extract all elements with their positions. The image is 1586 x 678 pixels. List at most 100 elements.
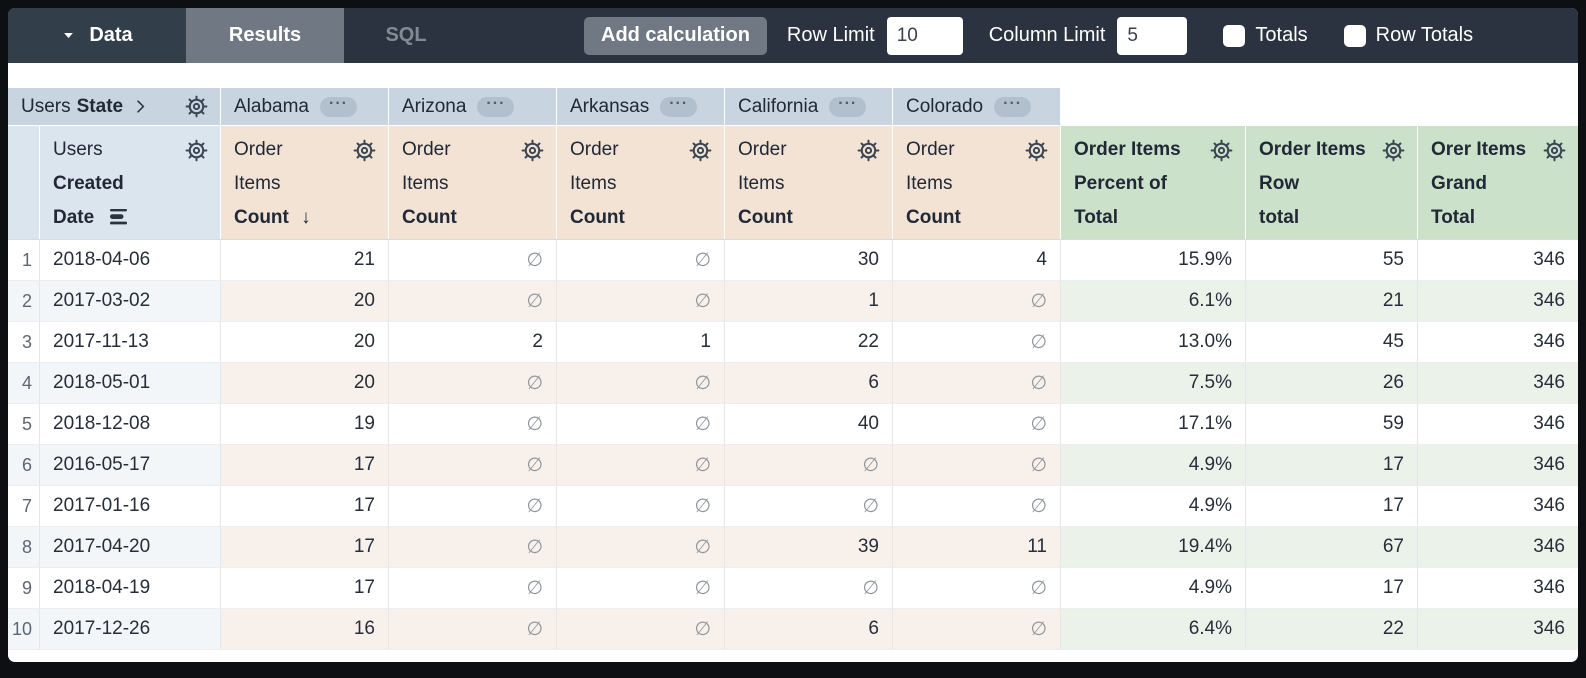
order-items-count-header-colorado[interactable]: Order Items Count xyxy=(893,126,1061,239)
grand-total-cell[interactable]: 346 xyxy=(1418,527,1578,567)
tab-results[interactable]: Results xyxy=(186,8,344,63)
date-cell[interactable]: 2017-04-20 xyxy=(40,527,221,567)
measure-cell[interactable]: 6 xyxy=(725,363,893,403)
row-total-cell[interactable]: 17 xyxy=(1246,445,1418,485)
percent-cell[interactable]: 6.1% xyxy=(1061,281,1246,321)
grand-total-cell[interactable]: 346 xyxy=(1418,322,1578,362)
measure-cell[interactable]: 17 xyxy=(221,527,389,567)
row-total-cell[interactable]: 45 xyxy=(1246,322,1418,362)
measure-cell[interactable]: 30 xyxy=(725,240,893,280)
tab-data[interactable]: Data xyxy=(8,8,186,63)
measure-cell[interactable]: 21 xyxy=(221,240,389,280)
gear-icon[interactable] xyxy=(1541,137,1568,164)
measure-cell[interactable]: 20 xyxy=(221,322,389,362)
measure-cell[interactable]: 4 xyxy=(893,240,1061,280)
grand-total-cell[interactable]: 346 xyxy=(1418,240,1578,280)
measure-cell[interactable]: ∅ xyxy=(389,404,557,444)
measure-cell[interactable]: ∅ xyxy=(389,486,557,526)
gear-icon[interactable] xyxy=(1023,137,1050,164)
more-options-icon[interactable]: ··· xyxy=(994,95,1032,117)
measure-cell[interactable]: ∅ xyxy=(389,609,557,649)
measure-cell[interactable]: 16 xyxy=(221,609,389,649)
measure-cell[interactable]: 39 xyxy=(725,527,893,567)
measure-cell[interactable]: ∅ xyxy=(557,281,725,321)
order-items-count-header-alabama[interactable]: Order Items Count ↓ xyxy=(221,126,389,239)
percent-cell[interactable]: 15.9% xyxy=(1061,240,1246,280)
measure-cell[interactable]: 20 xyxy=(221,281,389,321)
measure-cell[interactable]: ∅ xyxy=(557,404,725,444)
row-total-cell[interactable]: 17 xyxy=(1246,568,1418,608)
date-cell[interactable]: 2016-05-17 xyxy=(40,445,221,485)
more-options-icon[interactable]: ··· xyxy=(829,95,867,117)
percent-cell[interactable]: 13.0% xyxy=(1061,322,1246,362)
date-cell[interactable]: 2017-11-13 xyxy=(40,322,221,362)
measure-cell[interactable]: 17 xyxy=(221,568,389,608)
percent-cell[interactable]: 4.9% xyxy=(1061,568,1246,608)
measure-cell[interactable]: ∅ xyxy=(557,240,725,280)
row-limit-input[interactable] xyxy=(886,16,963,55)
date-cell[interactable]: 2018-04-06 xyxy=(40,240,221,280)
date-cell[interactable]: 2017-12-26 xyxy=(40,609,221,649)
totals-checkbox[interactable] xyxy=(1223,24,1246,47)
measure-cell[interactable]: 2 xyxy=(389,322,557,362)
row-total-cell[interactable]: 55 xyxy=(1246,240,1418,280)
grand-total-cell[interactable]: 346 xyxy=(1418,568,1578,608)
order-items-count-header-arkansas[interactable]: Order Items Count xyxy=(557,126,725,239)
row-total-cell[interactable]: 26 xyxy=(1246,363,1418,403)
measure-cell[interactable]: 11 xyxy=(893,527,1061,567)
measure-cell[interactable]: ∅ xyxy=(893,281,1061,321)
measure-cell[interactable]: 40 xyxy=(725,404,893,444)
measure-cell[interactable]: 17 xyxy=(221,445,389,485)
add-calculation-button[interactable]: Add calculation xyxy=(584,16,767,55)
measure-cell[interactable]: ∅ xyxy=(725,568,893,608)
measure-cell[interactable]: ∅ xyxy=(557,363,725,403)
measure-cell[interactable]: ∅ xyxy=(557,527,725,567)
grand-total-cell[interactable]: 346 xyxy=(1418,609,1578,649)
pivot-value-header-arizona[interactable]: Arizona ··· xyxy=(389,88,557,126)
pivot-dimension-header[interactable]: Users State xyxy=(8,88,221,126)
grand-total-header[interactable]: Orer Items Grand Total xyxy=(1418,126,1578,239)
measure-cell[interactable]: 19 xyxy=(221,404,389,444)
order-items-count-header-arizona[interactable]: Order Items Count xyxy=(389,126,557,239)
grand-total-cell[interactable]: 346 xyxy=(1418,281,1578,321)
measure-cell[interactable]: 22 xyxy=(725,322,893,362)
row-total-cell[interactable]: 67 xyxy=(1246,527,1418,567)
measure-cell[interactable]: ∅ xyxy=(557,445,725,485)
grand-total-cell[interactable]: 346 xyxy=(1418,404,1578,444)
measure-cell[interactable]: ∅ xyxy=(389,445,557,485)
measure-cell[interactable]: ∅ xyxy=(389,527,557,567)
row-totals-checkbox[interactable] xyxy=(1343,24,1366,47)
measure-cell[interactable]: ∅ xyxy=(893,609,1061,649)
row-total-header[interactable]: Order Items Row total xyxy=(1246,126,1418,239)
pivot-value-header-colorado[interactable]: Colorado ··· xyxy=(893,88,1061,126)
row-total-cell[interactable]: 22 xyxy=(1246,609,1418,649)
measure-cell[interactable]: ∅ xyxy=(389,568,557,608)
measure-cell[interactable]: ∅ xyxy=(389,281,557,321)
measure-cell[interactable]: 6 xyxy=(725,609,893,649)
gear-icon[interactable] xyxy=(855,137,882,164)
measure-cell[interactable]: ∅ xyxy=(893,568,1061,608)
column-limit-input[interactable] xyxy=(1117,16,1188,55)
measure-cell[interactable]: ∅ xyxy=(557,486,725,526)
measure-cell[interactable]: ∅ xyxy=(557,568,725,608)
measure-cell[interactable]: 1 xyxy=(725,281,893,321)
measure-cell[interactable]: 1 xyxy=(557,322,725,362)
measure-cell[interactable]: ∅ xyxy=(893,404,1061,444)
measure-cell[interactable]: ∅ xyxy=(725,486,893,526)
date-cell[interactable]: 2018-04-19 xyxy=(40,568,221,608)
date-cell[interactable]: 2018-05-01 xyxy=(40,363,221,403)
measure-cell[interactable]: ∅ xyxy=(557,609,725,649)
gear-icon[interactable] xyxy=(351,137,378,164)
users-created-date-header[interactable]: Users Created Date xyxy=(40,126,221,239)
percent-cell[interactable]: 17.1% xyxy=(1061,404,1246,444)
tab-sql[interactable]: SQL xyxy=(344,8,468,63)
measure-cell[interactable]: ∅ xyxy=(893,486,1061,526)
more-options-icon[interactable]: ··· xyxy=(477,95,515,117)
measure-cell[interactable]: ∅ xyxy=(893,322,1061,362)
gear-icon[interactable] xyxy=(687,137,714,164)
percent-cell[interactable]: 7.5% xyxy=(1061,363,1246,403)
measure-cell[interactable]: 20 xyxy=(221,363,389,403)
gear-icon[interactable] xyxy=(183,93,210,120)
gear-icon[interactable] xyxy=(1208,137,1235,164)
pivot-value-header-california[interactable]: California ··· xyxy=(725,88,893,126)
